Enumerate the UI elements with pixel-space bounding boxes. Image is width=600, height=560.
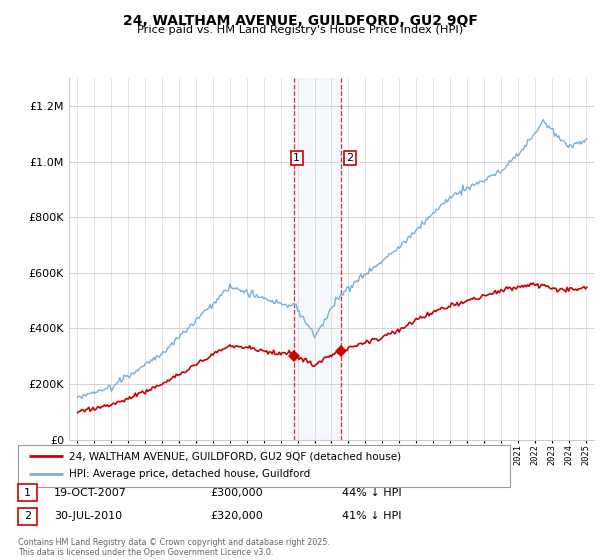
Text: 2: 2 [346,153,353,163]
Text: 24, WALTHAM AVENUE, GUILDFORD, GU2 9QF: 24, WALTHAM AVENUE, GUILDFORD, GU2 9QF [122,14,478,28]
Text: HPI: Average price, detached house, Guildford: HPI: Average price, detached house, Guil… [69,469,310,479]
Text: 30-JUL-2010: 30-JUL-2010 [54,511,122,521]
Text: Contains HM Land Registry data © Crown copyright and database right 2025.
This d: Contains HM Land Registry data © Crown c… [18,538,330,557]
Text: 19-OCT-2007: 19-OCT-2007 [54,488,127,498]
Bar [294,78,341,440]
Text: 2: 2 [24,511,31,521]
Text: £300,000: £300,000 [210,488,263,498]
Text: 24, WALTHAM AVENUE, GUILDFORD, GU2 9QF (detached house): 24, WALTHAM AVENUE, GUILDFORD, GU2 9QF (… [69,451,401,461]
Text: £320,000: £320,000 [210,511,263,521]
Text: 41% ↓ HPI: 41% ↓ HPI [342,511,401,521]
Text: 44% ↓ HPI: 44% ↓ HPI [342,488,401,498]
Text: 1: 1 [293,153,300,163]
Text: 1: 1 [24,488,31,498]
Text: Price paid vs. HM Land Registry's House Price Index (HPI): Price paid vs. HM Land Registry's House … [137,25,463,35]
